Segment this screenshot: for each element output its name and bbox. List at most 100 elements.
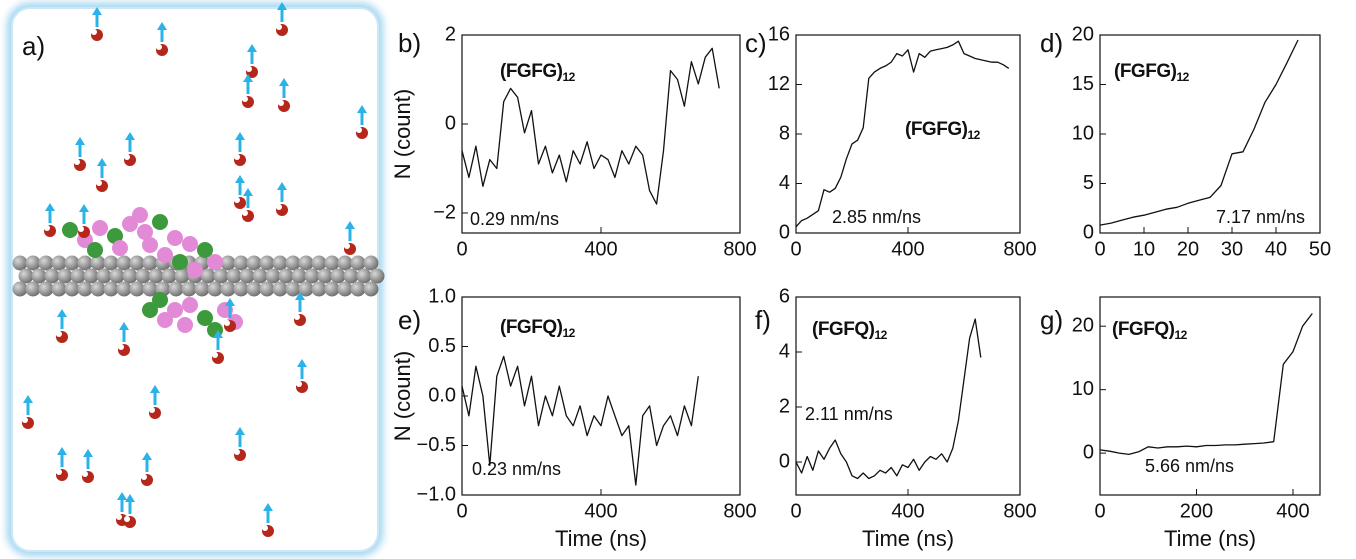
x-tick-label: 800 — [1003, 500, 1036, 522]
x-tick-label: 400 — [584, 238, 617, 260]
protein-atom — [177, 317, 193, 333]
water-hydrogen — [78, 226, 84, 232]
y-tick-label: 12 — [768, 73, 790, 95]
water-hydrogen — [276, 204, 282, 210]
x-tick-label: 0 — [790, 238, 801, 260]
protein-atom — [112, 240, 128, 256]
membrane-atom — [324, 255, 340, 271]
protein-atom — [167, 230, 183, 246]
y-tick-label: 1.0 — [428, 285, 456, 307]
sequence-name: (FGFG) — [905, 119, 968, 140]
x-tick-label: 0 — [456, 500, 467, 522]
membrane-atom — [298, 255, 314, 271]
membrane-atom — [64, 281, 80, 297]
x-tick-label: 400 — [891, 500, 924, 522]
water-hydrogen — [56, 469, 62, 475]
membrane-atom — [207, 281, 223, 297]
speed-label: 2.85 nm/ns — [832, 207, 921, 227]
x-tick-label: 800 — [1003, 238, 1036, 260]
x-tick-label: 50 — [1309, 238, 1331, 260]
membrane-atom — [51, 281, 67, 297]
protein-atom — [142, 237, 158, 253]
x-tick-label: 800 — [723, 500, 756, 522]
water-hydrogen — [224, 320, 230, 326]
water-hydrogen — [262, 525, 268, 531]
data-line — [461, 355, 699, 486]
x-tick-label: 800 — [723, 238, 756, 260]
y-tick-label: 0 — [445, 112, 456, 134]
dipole-arrow-head — [345, 221, 355, 229]
protein-atom — [152, 292, 168, 308]
water-hydrogen — [234, 449, 240, 455]
membrane-atom — [304, 268, 320, 284]
dipole-arrow-head — [243, 74, 253, 82]
sequence-name: (FGFG) — [500, 61, 563, 82]
panel-label: d) — [1040, 28, 1063, 58]
x-tick-label: 400 — [891, 238, 924, 260]
membrane-atom — [31, 268, 47, 284]
membrane-atom — [12, 255, 28, 271]
membrane-atom — [77, 255, 93, 271]
y-axis-label: N (count) — [390, 89, 415, 179]
y-tick-label: 2 — [445, 23, 456, 45]
water-hydrogen — [91, 29, 97, 35]
x-tick-label: 400 — [584, 500, 617, 522]
membrane-atom — [135, 268, 151, 284]
water-hydrogen — [296, 381, 302, 387]
sequence-repeat: 12 — [874, 328, 887, 342]
sequence-repeat: 12 — [1176, 70, 1189, 84]
x-tick-label: 0 — [1094, 500, 1105, 522]
water-hydrogen — [234, 197, 240, 203]
membrane-atom — [129, 281, 145, 297]
y-tick-label: 20 — [1072, 314, 1094, 336]
y-tick-label: −2 — [433, 201, 456, 223]
y-tick-label: 4 — [779, 340, 790, 362]
membrane-atom — [272, 281, 288, 297]
protein-atom — [172, 254, 188, 270]
membrane-atom — [213, 268, 229, 284]
sequence-label: (FGFQ)12 — [500, 317, 576, 340]
sequence-name: (FGFQ) — [1112, 319, 1175, 340]
dipole-arrow-head — [83, 449, 93, 457]
membrane-atom — [259, 281, 275, 297]
protein-atom — [157, 312, 173, 328]
membrane-atom — [12, 281, 28, 297]
dipole-arrow-head — [157, 22, 167, 30]
membrane-atom — [96, 268, 112, 284]
speed-label: 7.17 nm/ns — [1216, 207, 1305, 227]
sequence-name: (FGFQ) — [812, 319, 875, 340]
y-tick-label: 0 — [779, 450, 790, 472]
water-hydrogen — [22, 417, 28, 423]
x-tick-label: 200 — [1180, 500, 1213, 522]
water-hydrogen — [56, 331, 62, 337]
membrane-atom — [324, 281, 340, 297]
membrane-atom — [343, 268, 359, 284]
membrane-atom — [285, 281, 301, 297]
y-tick-label: 0 — [779, 221, 790, 243]
membrane-atom — [226, 268, 242, 284]
membrane-atom — [259, 255, 275, 271]
protein-atom — [132, 207, 148, 223]
dipole-arrow-head — [277, 182, 287, 190]
protein-atom — [137, 224, 153, 240]
membrane-atom — [122, 268, 138, 284]
y-tick-label: 15 — [1072, 73, 1094, 95]
dipole-arrow-head — [297, 359, 307, 367]
dipole-arrow-head — [57, 447, 67, 455]
membrane-atom — [38, 255, 54, 271]
dipole-arrow-head — [295, 292, 305, 300]
membrane-atom — [90, 255, 106, 271]
dipole-arrow-head — [277, 2, 287, 10]
membrane-atom — [356, 268, 372, 284]
membrane-atom — [109, 268, 125, 284]
membrane-atom — [363, 281, 379, 297]
water-hydrogen — [141, 474, 147, 480]
membrane-atom — [103, 255, 119, 271]
water-hydrogen — [116, 514, 122, 520]
x-axis-label: Time (ns) — [862, 526, 954, 551]
membrane-atom — [246, 281, 262, 297]
y-tick-label: 0 — [1083, 441, 1094, 463]
membrane-atom — [233, 255, 249, 271]
water-hydrogen — [118, 344, 124, 350]
